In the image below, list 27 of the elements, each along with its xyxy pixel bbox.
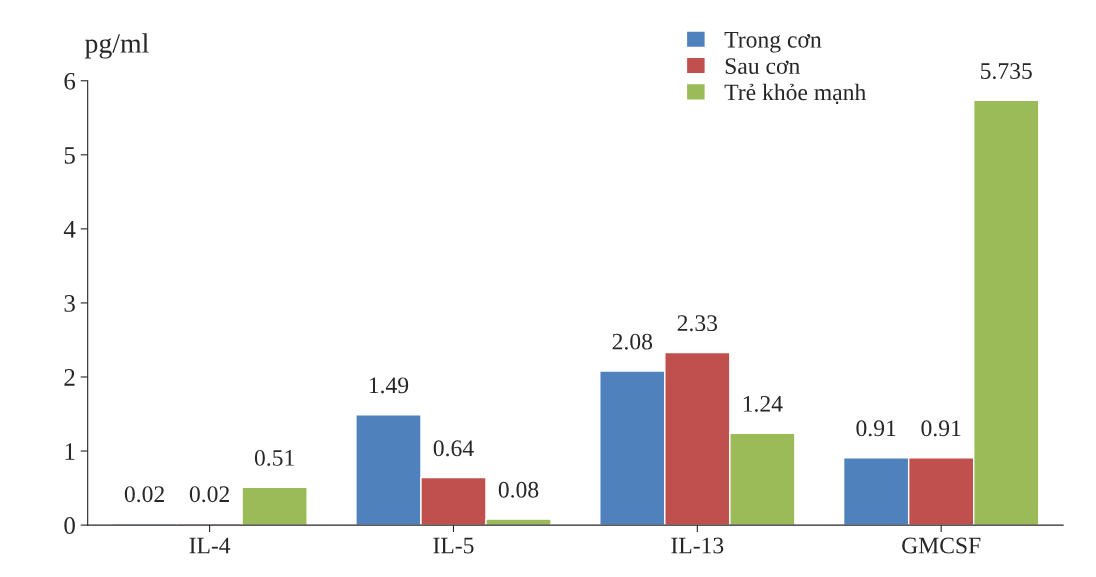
data-label: 0.91 bbox=[856, 420, 896, 437]
y-tick-label: 4 bbox=[63, 221, 76, 238]
data-label: 0.08 bbox=[498, 481, 539, 498]
y-tick-label: 3 bbox=[64, 295, 75, 312]
data-label: 0.91 bbox=[921, 420, 961, 437]
data-label: 0.51 bbox=[254, 449, 294, 466]
data-label: 1.24 bbox=[743, 395, 783, 412]
y-tick-label: 2 bbox=[64, 369, 75, 386]
x-tick-label: GMCSF bbox=[902, 537, 981, 554]
legend-label: Sau cơn bbox=[725, 58, 800, 75]
legend-label: Trong cơn bbox=[724, 32, 822, 53]
y-tick-label: 0 bbox=[64, 517, 75, 534]
y-tick-label: 5 bbox=[64, 147, 75, 164]
y-tick-label: 6 bbox=[64, 72, 76, 90]
y-tick-label: 1 bbox=[65, 443, 75, 460]
x-tick-label: IL-4 bbox=[189, 537, 231, 554]
x-tick-label: IL-5 bbox=[433, 537, 474, 554]
data-label: 0.02 bbox=[189, 486, 229, 503]
data-label: 2.08 bbox=[612, 333, 653, 350]
legend-label: Trẻ khỏe mạnh bbox=[724, 83, 866, 104]
y-axis-title: pg/ml bbox=[84, 33, 149, 59]
data-label: 1.49 bbox=[369, 377, 409, 394]
data-label: 2.33 bbox=[677, 315, 718, 332]
data-label: 0.02 bbox=[124, 486, 164, 503]
x-tick-label: IL-13 bbox=[671, 537, 724, 554]
data-label: 0.64 bbox=[433, 440, 474, 457]
data-label: 5.735 bbox=[981, 63, 1032, 80]
